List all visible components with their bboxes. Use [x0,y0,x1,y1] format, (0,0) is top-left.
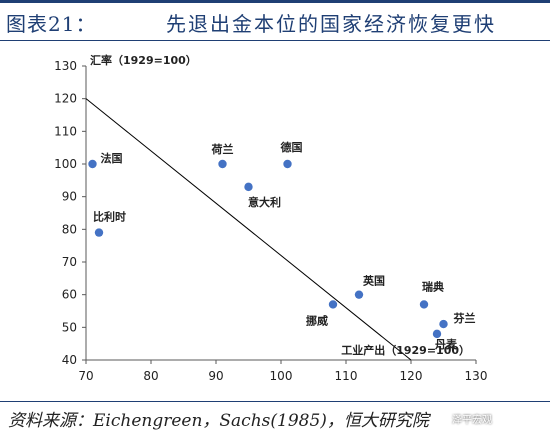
figure-title: 先退出金本位的国家经济恢复更快 [166,12,496,36]
x-axis-label: 工业产出（1929=100） [341,343,470,357]
point-label: 英国 [362,274,385,288]
figure-label: 图表21： [6,12,97,36]
point-label: 比利时 [93,210,126,224]
y-tick-label: 110 [54,124,77,138]
x-tick-label: 110 [335,369,358,383]
figure-header: 图表21： 先退出金本位的国家经济恢复更快 [6,6,544,38]
data-point [283,159,292,169]
x-tick-label: 80 [143,369,158,383]
point-label: 德国 [280,140,303,154]
y-tick-label: 90 [62,190,77,204]
top-rule [0,0,550,3]
x-tick-label: 100 [270,369,293,383]
y-tick-label: 50 [62,320,77,334]
trendline [85,98,412,361]
data-point [432,329,442,339]
watermark: 泽平宏观 [452,415,492,426]
point-label: 芬兰 [453,311,476,325]
point-label: 法国 [101,151,123,165]
data-point [88,159,97,169]
trendline-layer [85,98,412,361]
chart-axes: 40 50 60 70 80 90 100 110 120 130 70 80 90 100 110 120 1… [54,59,487,383]
point-label: 瑞典 [422,279,444,293]
point-label: 意大利 [248,195,281,209]
source-note: 资料来源：Eichengreen，Sachs(1985)，恒大研究院 [8,411,429,431]
y-tick-label: 100 [54,157,77,171]
point-label: 丹麦 [435,337,458,351]
scatter-chart: 40 50 60 70 80 90 100 110 120 130 70 80 90 100 110 120 1… [54,53,487,383]
data-point [328,300,338,309]
y-tick-label: 60 [62,288,77,302]
data-point [244,182,253,192]
data-point [439,319,448,329]
y-tick-label: 130 [54,59,77,73]
point-label: 荷兰 [211,142,234,156]
y-tick-label: 70 [62,255,77,269]
y-axis-label: 汇率（1929=100） [90,53,197,67]
x-tick-label: 70 [78,369,93,383]
data-point [354,290,364,299]
y-tick-label: 80 [62,222,77,236]
y-tick-label: 120 [54,92,77,106]
y-tick-label: 40 [62,353,77,367]
footer-rule [0,401,550,402]
x-tick-label: 130 [465,369,488,383]
point-label: 挪威 [306,313,328,327]
data-point [94,228,104,237]
title-rule [0,40,550,41]
data-point [218,159,227,169]
x-tick-label: 90 [208,369,223,383]
data-point [419,300,429,309]
x-tick-label: 120 [400,369,423,383]
